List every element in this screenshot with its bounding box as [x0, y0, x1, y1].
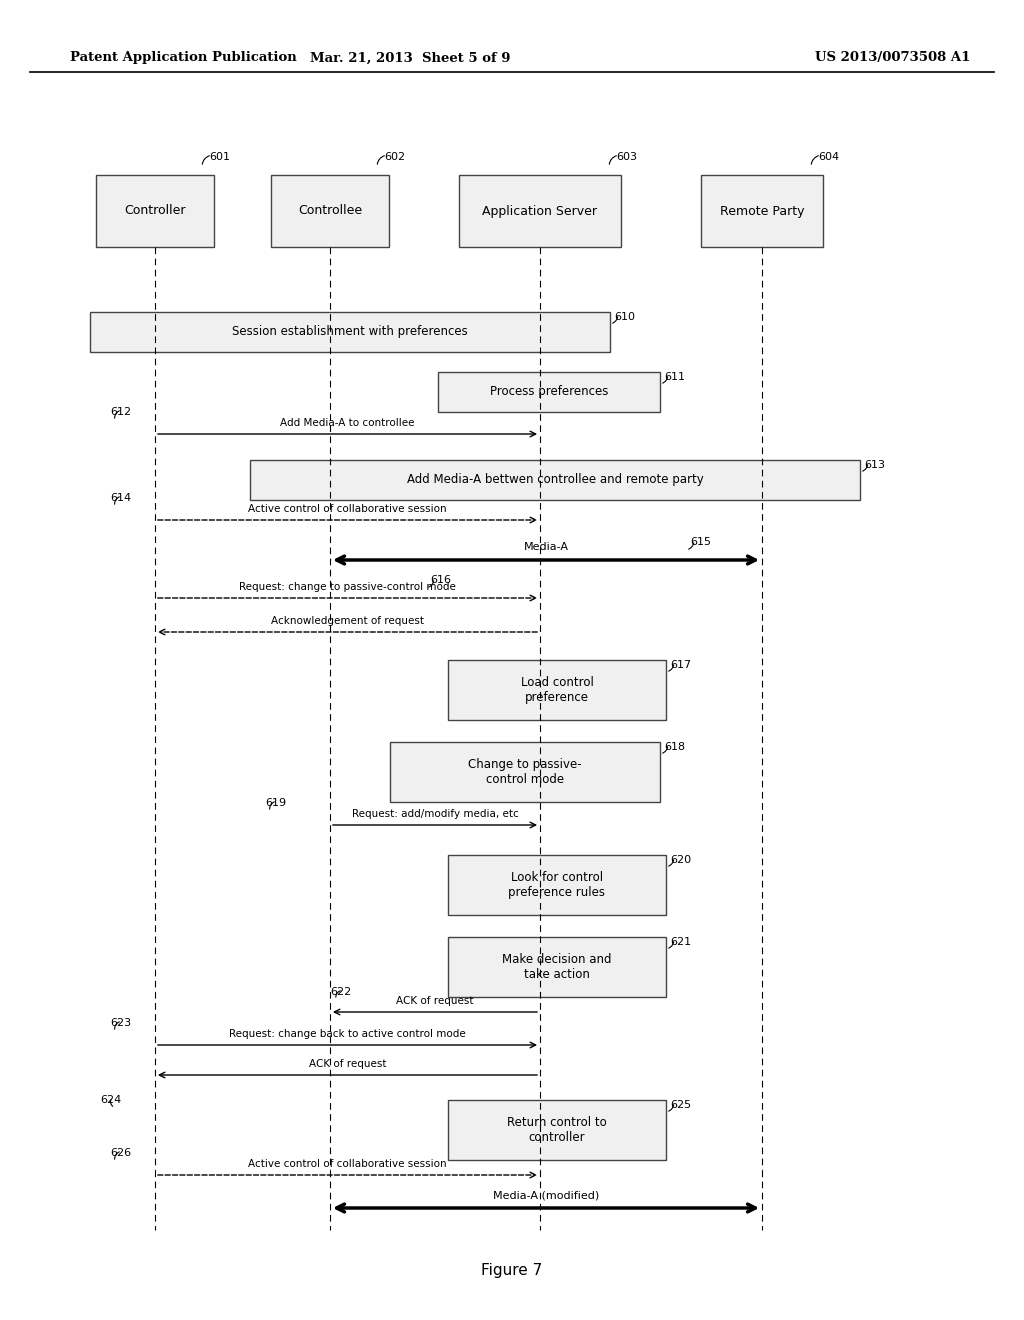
Bar [271, 176, 389, 247]
Text: 623: 623 [110, 1018, 131, 1028]
Text: Controllee: Controllee [298, 205, 362, 218]
Text: Media-A (modified): Media-A (modified) [493, 1191, 599, 1200]
Text: 625: 625 [670, 1100, 691, 1110]
Text: 613: 613 [864, 459, 885, 470]
Text: Figure 7: Figure 7 [481, 1262, 543, 1278]
Text: 619: 619 [265, 799, 286, 808]
Text: 615: 615 [690, 537, 711, 546]
Text: 604: 604 [818, 152, 839, 162]
Text: Look for control
preference rules: Look for control preference rules [509, 871, 605, 899]
Bar [250, 459, 860, 500]
Text: 618: 618 [664, 742, 685, 752]
Text: Request: change to passive-control mode: Request: change to passive-control mode [239, 582, 456, 591]
Text: 617: 617 [670, 660, 691, 671]
Text: Controller: Controller [124, 205, 185, 218]
Text: Acknowledgement of request: Acknowledgement of request [271, 616, 424, 626]
Bar [449, 1100, 666, 1160]
Bar [96, 176, 214, 247]
Text: 602: 602 [384, 152, 406, 162]
Text: US 2013/0073508 A1: US 2013/0073508 A1 [815, 51, 970, 65]
Text: ACK of request: ACK of request [396, 997, 474, 1006]
Text: Make decision and
take action: Make decision and take action [502, 953, 611, 981]
Text: Patent Application Publication: Patent Application Publication [70, 51, 297, 65]
Text: 626: 626 [110, 1148, 131, 1158]
Text: 616: 616 [430, 576, 451, 585]
Text: 622: 622 [330, 987, 351, 997]
Text: Request: change back to active control mode: Request: change back to active control m… [229, 1030, 466, 1039]
Text: 601: 601 [209, 152, 230, 162]
Bar [449, 937, 666, 997]
Text: Change to passive-
control mode: Change to passive- control mode [468, 758, 582, 785]
Bar [449, 855, 666, 915]
Text: Active control of collaborative session: Active control of collaborative session [248, 1159, 446, 1170]
Text: ACK of request: ACK of request [309, 1059, 386, 1069]
Bar [459, 176, 621, 247]
Bar [449, 660, 666, 719]
Text: 603: 603 [616, 152, 637, 162]
Text: Media-A: Media-A [523, 543, 568, 552]
Text: Load control
preference: Load control preference [520, 676, 594, 704]
Text: 611: 611 [664, 372, 685, 381]
Bar [438, 372, 660, 412]
Text: Request: add/modify media, etc: Request: add/modify media, etc [351, 809, 518, 818]
Text: Mar. 21, 2013  Sheet 5 of 9: Mar. 21, 2013 Sheet 5 of 9 [309, 51, 510, 65]
Text: 612: 612 [110, 407, 131, 417]
Text: Return control to
controller: Return control to controller [507, 1115, 607, 1144]
Text: 610: 610 [614, 312, 635, 322]
Text: 614: 614 [110, 492, 131, 503]
Text: 624: 624 [100, 1096, 121, 1105]
Text: Add Media-A bettwen controllee and remote party: Add Media-A bettwen controllee and remot… [407, 474, 703, 487]
Bar [90, 312, 610, 352]
Bar [390, 742, 660, 803]
Text: Add Media-A to controllee: Add Media-A to controllee [281, 418, 415, 428]
Text: Process preferences: Process preferences [489, 385, 608, 399]
Text: Remote Party: Remote Party [720, 205, 804, 218]
Text: Active control of collaborative session: Active control of collaborative session [248, 504, 446, 513]
Bar [701, 176, 823, 247]
Text: 620: 620 [670, 855, 691, 865]
Text: Session establishment with preferences: Session establishment with preferences [232, 326, 468, 338]
Text: 621: 621 [670, 937, 691, 946]
Text: Application Server: Application Server [482, 205, 597, 218]
